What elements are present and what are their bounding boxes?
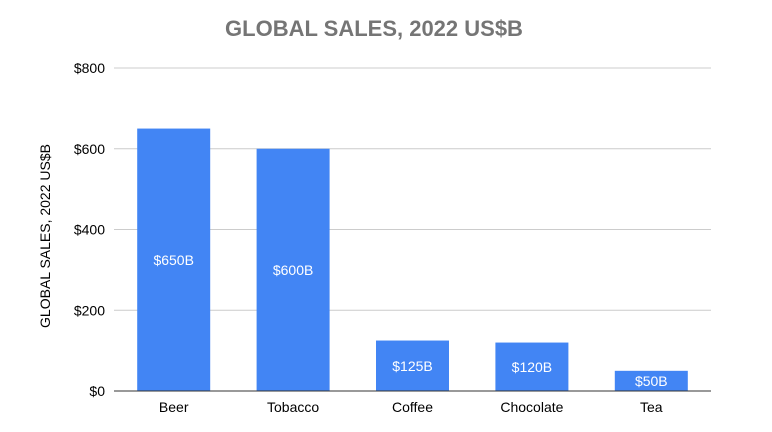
y-tick-label: $800 xyxy=(74,60,105,76)
x-category-label: Coffee xyxy=(392,399,433,415)
data-label: $120B xyxy=(512,359,552,375)
x-category-label: Chocolate xyxy=(500,399,563,415)
x-category-label: Tea xyxy=(640,399,663,415)
data-label: $50B xyxy=(635,373,668,389)
y-tick-label: $600 xyxy=(74,141,105,157)
data-label: $650B xyxy=(153,252,193,268)
data-label: $600B xyxy=(273,262,313,278)
x-category-label: Beer xyxy=(159,399,189,415)
data-label: $125B xyxy=(392,358,432,374)
bar xyxy=(614,370,688,391)
bar xyxy=(256,148,330,391)
bar xyxy=(137,128,211,391)
chart-title: GLOBAL SALES, 2022 US$B xyxy=(225,16,523,41)
y-tick-labels: $0 $200 $400 $600 $800 xyxy=(74,60,105,399)
bar xyxy=(376,340,449,391)
gridlines xyxy=(114,67,711,311)
bar xyxy=(495,342,569,391)
x-category-labels: Beer Tobacco Coffee Chocolate Tea xyxy=(159,399,663,415)
data-labels: $650B $600B $125B $120B $50B xyxy=(153,252,667,389)
y-tick-label: $0 xyxy=(89,383,105,399)
x-category-label: Tobacco xyxy=(267,399,319,415)
bars xyxy=(137,128,688,391)
y-tick-label: $400 xyxy=(74,222,105,238)
y-tick-label: $200 xyxy=(74,302,105,318)
y-axis-label: GLOBAL SALES, 2022 US$B xyxy=(37,144,53,328)
